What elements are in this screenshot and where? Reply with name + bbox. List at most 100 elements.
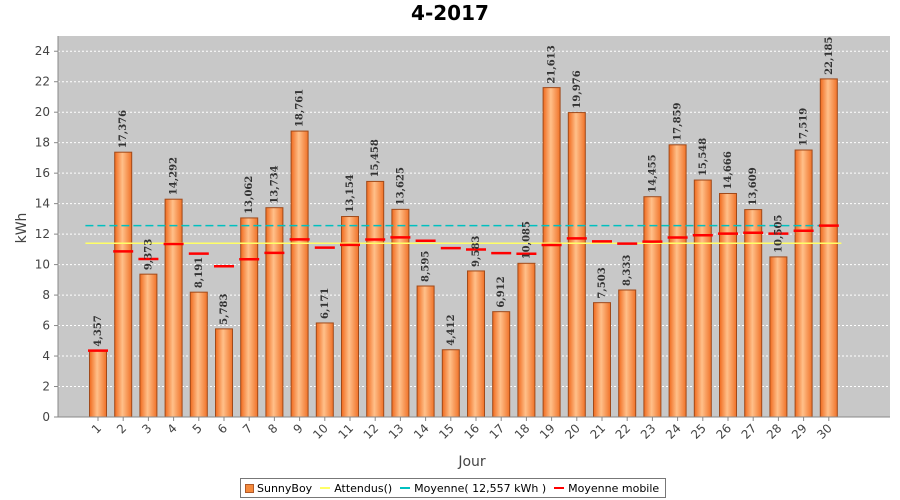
data-label: 14,666 — [723, 151, 734, 189]
bar — [643, 196, 662, 418]
x-tick-label: 27 — [739, 421, 760, 442]
data-label: 17,859 — [673, 103, 684, 141]
x-tick-label: 26 — [713, 421, 734, 442]
data-label: 22,185 — [824, 37, 835, 75]
bar — [341, 216, 359, 418]
y-tick-label: 20 — [35, 105, 50, 119]
bar — [492, 311, 511, 418]
data-label: 4,357 — [93, 315, 104, 346]
bar — [391, 208, 410, 418]
x-axis-label: Jour — [457, 454, 486, 470]
bar — [366, 180, 385, 418]
data-label: 21,613 — [547, 45, 558, 83]
data-label: 13,734 — [269, 165, 280, 203]
data-label: 18,761 — [295, 89, 306, 127]
legend-item-moyenne-mobile: Moyenne mobile — [554, 482, 659, 495]
x-tick-label: 17 — [487, 421, 508, 442]
y-tick-label: 8 — [42, 288, 50, 302]
y-tick-label: 24 — [35, 44, 50, 58]
y-tick-label: 16 — [35, 166, 50, 180]
x-tick-label: 4 — [164, 421, 179, 436]
data-label: 13,154 — [345, 174, 356, 212]
bar — [542, 87, 561, 418]
bar — [593, 302, 611, 418]
legend-item-moyenne: Moyenne( 12,557 kWh ) — [400, 482, 546, 495]
data-label: 13,625 — [395, 167, 406, 205]
data-label: 17,376 — [118, 110, 129, 148]
bar — [416, 285, 435, 418]
data-label: 6,171 — [320, 288, 331, 319]
bar — [618, 289, 637, 418]
x-tick-label: 29 — [789, 421, 810, 442]
x-tick-label: 7 — [240, 421, 255, 436]
data-label: 8,333 — [622, 255, 633, 286]
x-tick-label: 2 — [114, 421, 129, 436]
x-tick-label: 22 — [613, 421, 634, 442]
x-tick-label: 25 — [688, 421, 709, 442]
bar — [668, 144, 687, 418]
y-tick-label: 22 — [35, 75, 50, 89]
y-axis-label: kWh — [14, 213, 30, 244]
data-label: 15,458 — [370, 139, 381, 177]
data-label: 15,548 — [698, 138, 709, 176]
legend-label-moyenne-mobile: Moyenne mobile — [568, 481, 660, 495]
reference-lines — [85, 224, 842, 245]
legend-label-moyenne: Moyenne( 12,557 kWh ) — [414, 481, 547, 495]
legend-swatch-moyenne — [400, 487, 411, 489]
bar — [517, 262, 536, 418]
moving-average-markers — [88, 224, 839, 352]
x-tick-label: 3 — [139, 421, 154, 436]
data-label: 5,783 — [219, 294, 230, 325]
bar — [744, 209, 763, 418]
x-tick-label: 15 — [436, 421, 457, 442]
x-tick-label: 6 — [215, 421, 230, 436]
legend-label-attendus: Attendus() — [334, 481, 393, 495]
bar — [315, 322, 334, 418]
x-tick-label: 9 — [290, 421, 305, 436]
y-tick-label: 0 — [42, 410, 50, 424]
x-tick-label: 13 — [386, 421, 407, 442]
y-tick-label: 4 — [42, 349, 50, 363]
x-tick-label: 23 — [638, 421, 659, 442]
x-tick-label: 12 — [361, 421, 382, 442]
bar — [189, 291, 208, 418]
data-label: 9,583 — [471, 236, 482, 267]
x-tick-label: 1 — [89, 421, 104, 436]
data-label: 9,373 — [143, 239, 154, 270]
bar — [794, 149, 813, 418]
bar — [693, 179, 712, 418]
data-label: 10,085 — [521, 221, 532, 259]
legend-swatch-sunnyboy — [245, 483, 254, 493]
data-label: 14,292 — [169, 157, 180, 195]
y-tick-label: 18 — [35, 136, 50, 150]
legend-item-attendus: Attendus() — [320, 482, 392, 495]
x-tick-label: 28 — [764, 421, 785, 442]
x-tick-label: 5 — [190, 421, 205, 436]
data-label: 19,976 — [572, 70, 583, 108]
bar — [719, 192, 737, 418]
data-labels: 4,357 17,376 9,373 14,292 8,191 5,783 13,062 13… — [93, 37, 835, 347]
chart-title: 4-2017 — [411, 1, 489, 25]
data-label: 14,455 — [647, 154, 658, 192]
legend-swatch-moyenne-mobile — [554, 487, 565, 489]
y-tick-label: 10 — [35, 258, 50, 272]
x-tick-label: 11 — [335, 421, 356, 442]
legend-swatch-attendus — [320, 487, 331, 489]
bar — [265, 207, 284, 418]
x-tick-label: 10 — [310, 421, 331, 442]
bar — [467, 270, 485, 418]
bar — [567, 112, 586, 418]
y-tick-label: 6 — [42, 319, 50, 333]
x-tick-label: 19 — [537, 421, 558, 442]
y-tick-label: 2 — [42, 380, 50, 394]
legend-label-sunnyboy: SunnyBoy — [257, 481, 313, 495]
bar — [114, 151, 133, 418]
data-label: 7,503 — [597, 267, 608, 298]
bar — [215, 328, 233, 418]
data-label: 13,062 — [244, 176, 255, 214]
x-tick-label: 21 — [587, 421, 608, 442]
y-tick-label: 14 — [35, 197, 50, 211]
x-tick-label: 24 — [663, 421, 684, 442]
bar — [290, 130, 309, 418]
